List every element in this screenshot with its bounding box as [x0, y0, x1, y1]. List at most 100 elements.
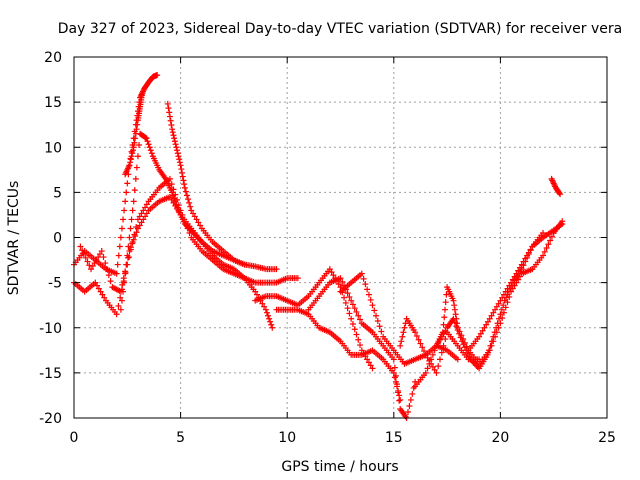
data-point-marker [513, 279, 520, 286]
data-point-marker [461, 339, 468, 346]
data-point-marker [190, 210, 197, 217]
data-point-marker [477, 330, 484, 337]
data-point-marker [515, 267, 522, 274]
data-point-marker [114, 261, 121, 268]
data-point-marker [126, 234, 133, 241]
axis-ticks [73, 56, 608, 419]
data-point-marker [326, 266, 333, 273]
data-point-marker [357, 316, 364, 323]
data-point-marker [393, 381, 400, 388]
data-point-marker [454, 324, 461, 331]
data-point-marker [488, 312, 495, 319]
data-point-marker [392, 372, 399, 379]
data-point-marker [91, 260, 98, 267]
chart-title: Day 327 of 2023, Sidereal Day-to-day VTE… [58, 21, 622, 37]
data-point-marker [115, 252, 122, 259]
y-tick-label: -10 [39, 321, 62, 337]
series-track-1 [71, 72, 161, 277]
data-point-marker [134, 216, 141, 223]
series-track-11 [397, 315, 483, 376]
data-point-marker [269, 324, 276, 331]
data-point-marker [413, 333, 420, 340]
y-tick-labels: -20 -15 -10 -5 0 5 10 15 20 [39, 50, 62, 427]
y-tick-label: -5 [48, 276, 62, 292]
data-point-marker [101, 294, 108, 301]
data-point-marker [127, 244, 134, 251]
series-track-5 [71, 175, 276, 331]
series-track-6 [77, 193, 301, 295]
data-point-marker [486, 347, 493, 354]
y-tick-label: -15 [39, 366, 62, 382]
data-point-marker [118, 297, 125, 304]
data-point-marker [401, 324, 408, 331]
data-point-marker [348, 315, 355, 322]
data-point-marker [344, 305, 351, 312]
data-point-marker [400, 329, 407, 336]
data-point-marker [107, 278, 114, 285]
data-point-marker [174, 196, 181, 203]
data-point-marker [497, 297, 504, 304]
data-point-marker [481, 324, 488, 331]
data-point-marker [421, 348, 428, 355]
data-point-marker [328, 269, 335, 276]
data-point-marker [490, 309, 497, 316]
data-point-marker [428, 356, 435, 363]
data-point-marker [140, 216, 147, 223]
data-point-marker [349, 320, 356, 327]
data-point-marker [176, 156, 183, 163]
data-point-marker [365, 359, 372, 366]
series-track-13 [433, 218, 566, 367]
x-tick-label: 0 [70, 430, 79, 446]
data-point-marker [422, 369, 429, 376]
data-point-marker [262, 306, 269, 313]
data-point-marker [174, 205, 181, 212]
data-marks [71, 72, 566, 421]
data-point-marker [373, 312, 380, 319]
data-point-marker [374, 317, 381, 324]
x-axis-title: GPS time / hours [281, 459, 398, 475]
data-point-marker [146, 144, 153, 151]
data-point-marker [499, 314, 506, 321]
y-tick-label: 0 [53, 231, 62, 247]
data-point-marker [504, 299, 511, 306]
data-point-marker [495, 300, 502, 307]
data-point-marker [166, 109, 173, 116]
data-point-marker [429, 363, 436, 370]
data-point-marker [500, 309, 507, 316]
data-point-marker [130, 144, 137, 151]
data-point-marker [417, 340, 424, 347]
data-point-marker [154, 72, 161, 79]
y-tick-label: 15 [44, 95, 62, 111]
data-point-marker [171, 138, 178, 145]
data-point-marker [104, 266, 111, 273]
data-point-marker [263, 309, 270, 316]
data-point-marker [117, 294, 124, 301]
data-point-marker [195, 219, 202, 226]
data-point-marker [442, 336, 449, 343]
data-point-marker [89, 263, 96, 270]
data-point-marker [167, 117, 174, 124]
data-point-marker [442, 299, 449, 306]
data-point-marker [120, 216, 127, 223]
data-point-marker [165, 105, 172, 112]
data-point-marker [450, 297, 457, 304]
data-point-marker [191, 213, 198, 220]
y-tick-label: 5 [53, 185, 62, 201]
data-point-marker [253, 291, 260, 298]
data-point-marker [484, 318, 491, 325]
data-point-marker [390, 356, 397, 363]
data-point-marker [186, 199, 193, 206]
y-tick-label: 10 [44, 140, 62, 156]
data-point-marker [175, 202, 182, 209]
data-point-marker [541, 248, 548, 255]
data-point-marker [426, 360, 433, 367]
data-point-marker [134, 153, 141, 160]
data-point-marker [556, 190, 563, 197]
data-point-marker [358, 270, 365, 277]
data-point-marker [127, 225, 134, 232]
data-point-marker [451, 306, 458, 313]
grid-lines [74, 57, 607, 418]
data-point-marker [516, 273, 523, 280]
data-point-marker [140, 207, 147, 214]
data-point-marker [353, 331, 360, 338]
